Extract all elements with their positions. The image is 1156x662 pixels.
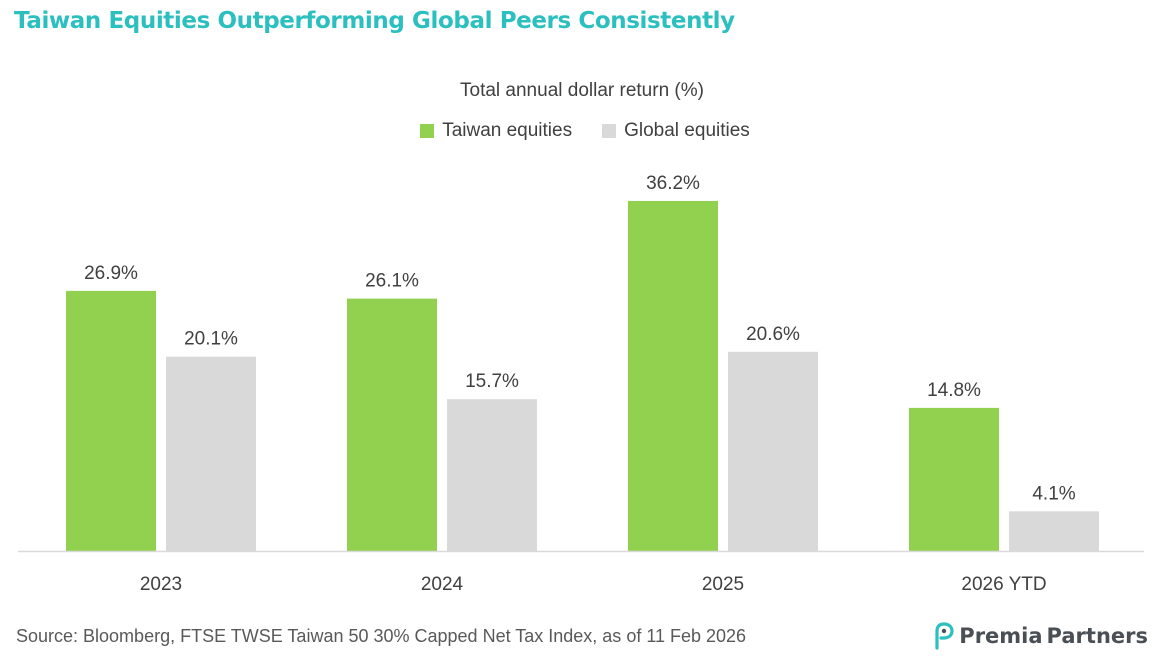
source-note: Source: Bloomberg, FTSE TWSE Taiwan 50 3… xyxy=(16,626,747,646)
legend-item-global: Global equities xyxy=(602,120,750,142)
bar-taiwan-2026-ytd xyxy=(909,407,999,551)
bar-global-2025 xyxy=(728,351,818,551)
data-label-global-2023: 20.1% xyxy=(184,329,238,350)
x-tick-label-2024: 2024 xyxy=(421,574,464,595)
bar-taiwan-2025 xyxy=(628,200,718,552)
data-label-taiwan-2023: 26.9% xyxy=(84,263,138,284)
bar-global-2026-ytd xyxy=(1009,511,1099,551)
chart-title: Taiwan Equities Outperforming Global Pee… xyxy=(14,8,735,34)
legend-label-global: Global equities xyxy=(624,120,750,141)
premia-partners-logo-icon xyxy=(935,622,954,650)
legend-swatch-taiwan xyxy=(420,124,435,138)
logo-text-premia: Premia xyxy=(959,624,1043,648)
data-label-global-2026-ytd: 4.1% xyxy=(1032,483,1075,504)
bar-chart: 26.9% 20.1% 2023 26.1% 15.7% 2024 36.2% 20.6% 20… xyxy=(18,173,1144,595)
legend-item-taiwan: Taiwan equities xyxy=(420,120,572,142)
x-tick-label-2026-ytd: 2026 YTD xyxy=(961,574,1046,595)
data-label-global-2025: 20.6% xyxy=(746,324,800,345)
logo-text-partners: Partners xyxy=(1046,624,1148,648)
data-label-taiwan-2024: 26.1% xyxy=(365,271,419,292)
legend-label-taiwan: Taiwan equities xyxy=(442,120,573,141)
x-tick-label-2023: 2023 xyxy=(140,574,182,595)
legend-swatch-global xyxy=(602,124,617,138)
bar-taiwan-2023 xyxy=(66,290,156,551)
x-tick-label-2025: 2025 xyxy=(702,574,744,595)
chart-subtitle: Total annual dollar return (%) xyxy=(460,80,704,101)
company-logo: Premia Partners xyxy=(931,622,1148,650)
bar-global-2024 xyxy=(447,399,537,551)
data-label-taiwan-2026-ytd: 14.8% xyxy=(927,380,981,401)
data-label-global-2024: 15.7% xyxy=(465,371,519,392)
chart-legend: Taiwan equities Global equities xyxy=(0,120,1156,142)
bar-global-2023 xyxy=(166,356,256,551)
data-label-taiwan-2025: 36.2% xyxy=(646,173,700,194)
bar-taiwan-2024 xyxy=(347,298,437,551)
